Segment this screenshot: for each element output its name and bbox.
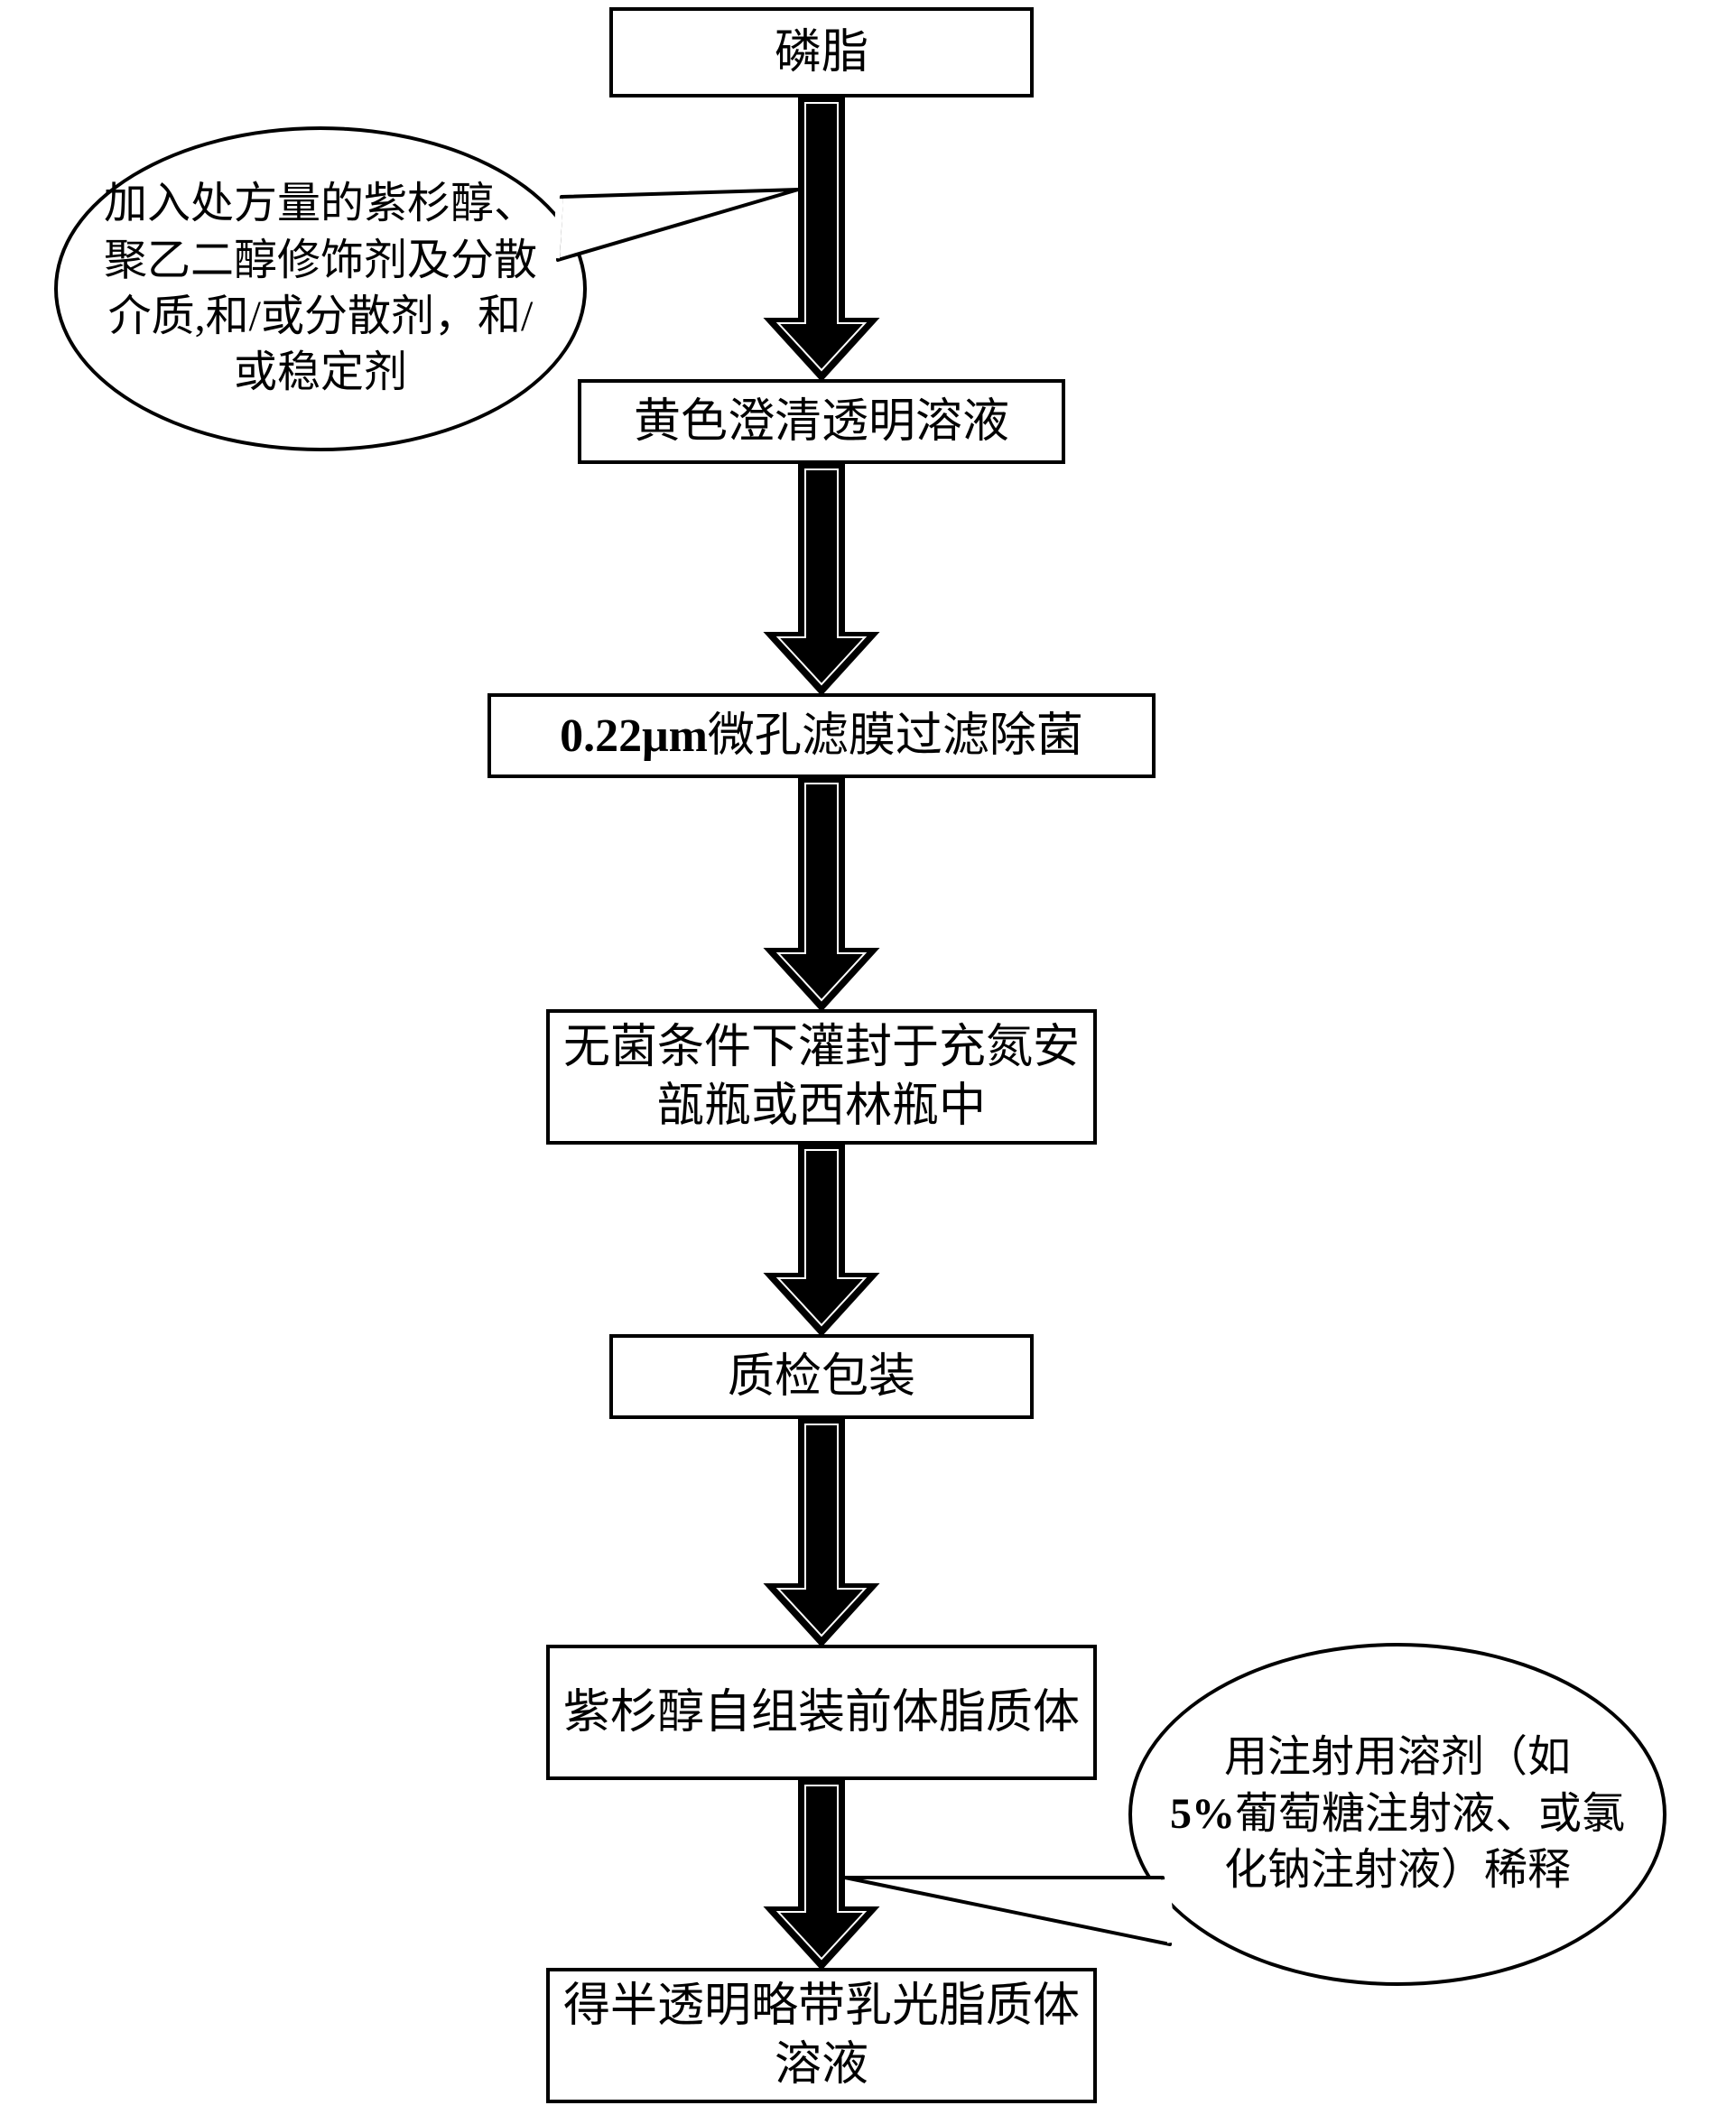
callout-right: 用注射用溶剂（如5%葡萄糖注射液、或氯化钠注射液）稀释 <box>1128 1643 1666 1986</box>
callout-right-text: 用注射用溶剂（如5%葡萄糖注射液、或氯化钠注射液）稀释 <box>1165 1730 1630 1898</box>
flow-arrow <box>762 1145 881 1338</box>
flow-box-label-b6: 紫杉醇自组装前体脂质体 <box>563 1683 1080 1742</box>
flow-box-b7: 得半透明略带乳光脂质体溶液 <box>546 1968 1097 2103</box>
callout-left-tail <box>552 153 825 298</box>
flow-arrow <box>762 1419 881 1648</box>
callout-left: 加入处方量的紫杉醇、聚乙二醇修饰剂及分散介质,和/或分散剂，和/或稳定剂 <box>54 126 587 451</box>
b3-rest: 微孔滤膜过滤除菌 <box>708 707 1083 765</box>
flow-box-label-b2: 黄色澄清透明溶液 <box>634 393 1009 451</box>
flow-box-label-b1: 磷脂 <box>775 23 868 82</box>
b3-prefix: 0.22μm <box>560 707 708 765</box>
flow-box-label-b4: 无菌条件下灌封于充氮安瓿瓶或西林瓶中 <box>562 1018 1081 1136</box>
flow-box-label-b7: 得半透明略带乳光脂质体溶液 <box>562 1977 1081 2094</box>
callout-right-tail <box>827 1860 1181 1959</box>
flow-arrow <box>762 464 881 697</box>
flow-box-b1: 磷脂 <box>609 7 1034 97</box>
flow-box-b4: 无菌条件下灌封于充氮安瓿瓶或西林瓶中 <box>546 1009 1097 1145</box>
callout-left-text: 加入处方量的紫杉醇、聚乙二醇修饰剂及分散介质,和/或分散剂，和/或稳定剂 <box>90 176 551 402</box>
flow-box-b5: 质检包装 <box>609 1334 1034 1419</box>
flow-box-label-b5: 质检包装 <box>728 1348 915 1406</box>
flow-box-b6: 紫杉醇自组装前体脂质体 <box>546 1645 1097 1780</box>
flow-box-b2: 黄色澄清透明溶液 <box>578 379 1065 464</box>
flow-arrow <box>762 778 881 1013</box>
flow-box-b3: 0.22μm 微孔滤膜过滤除菌 <box>487 693 1156 778</box>
